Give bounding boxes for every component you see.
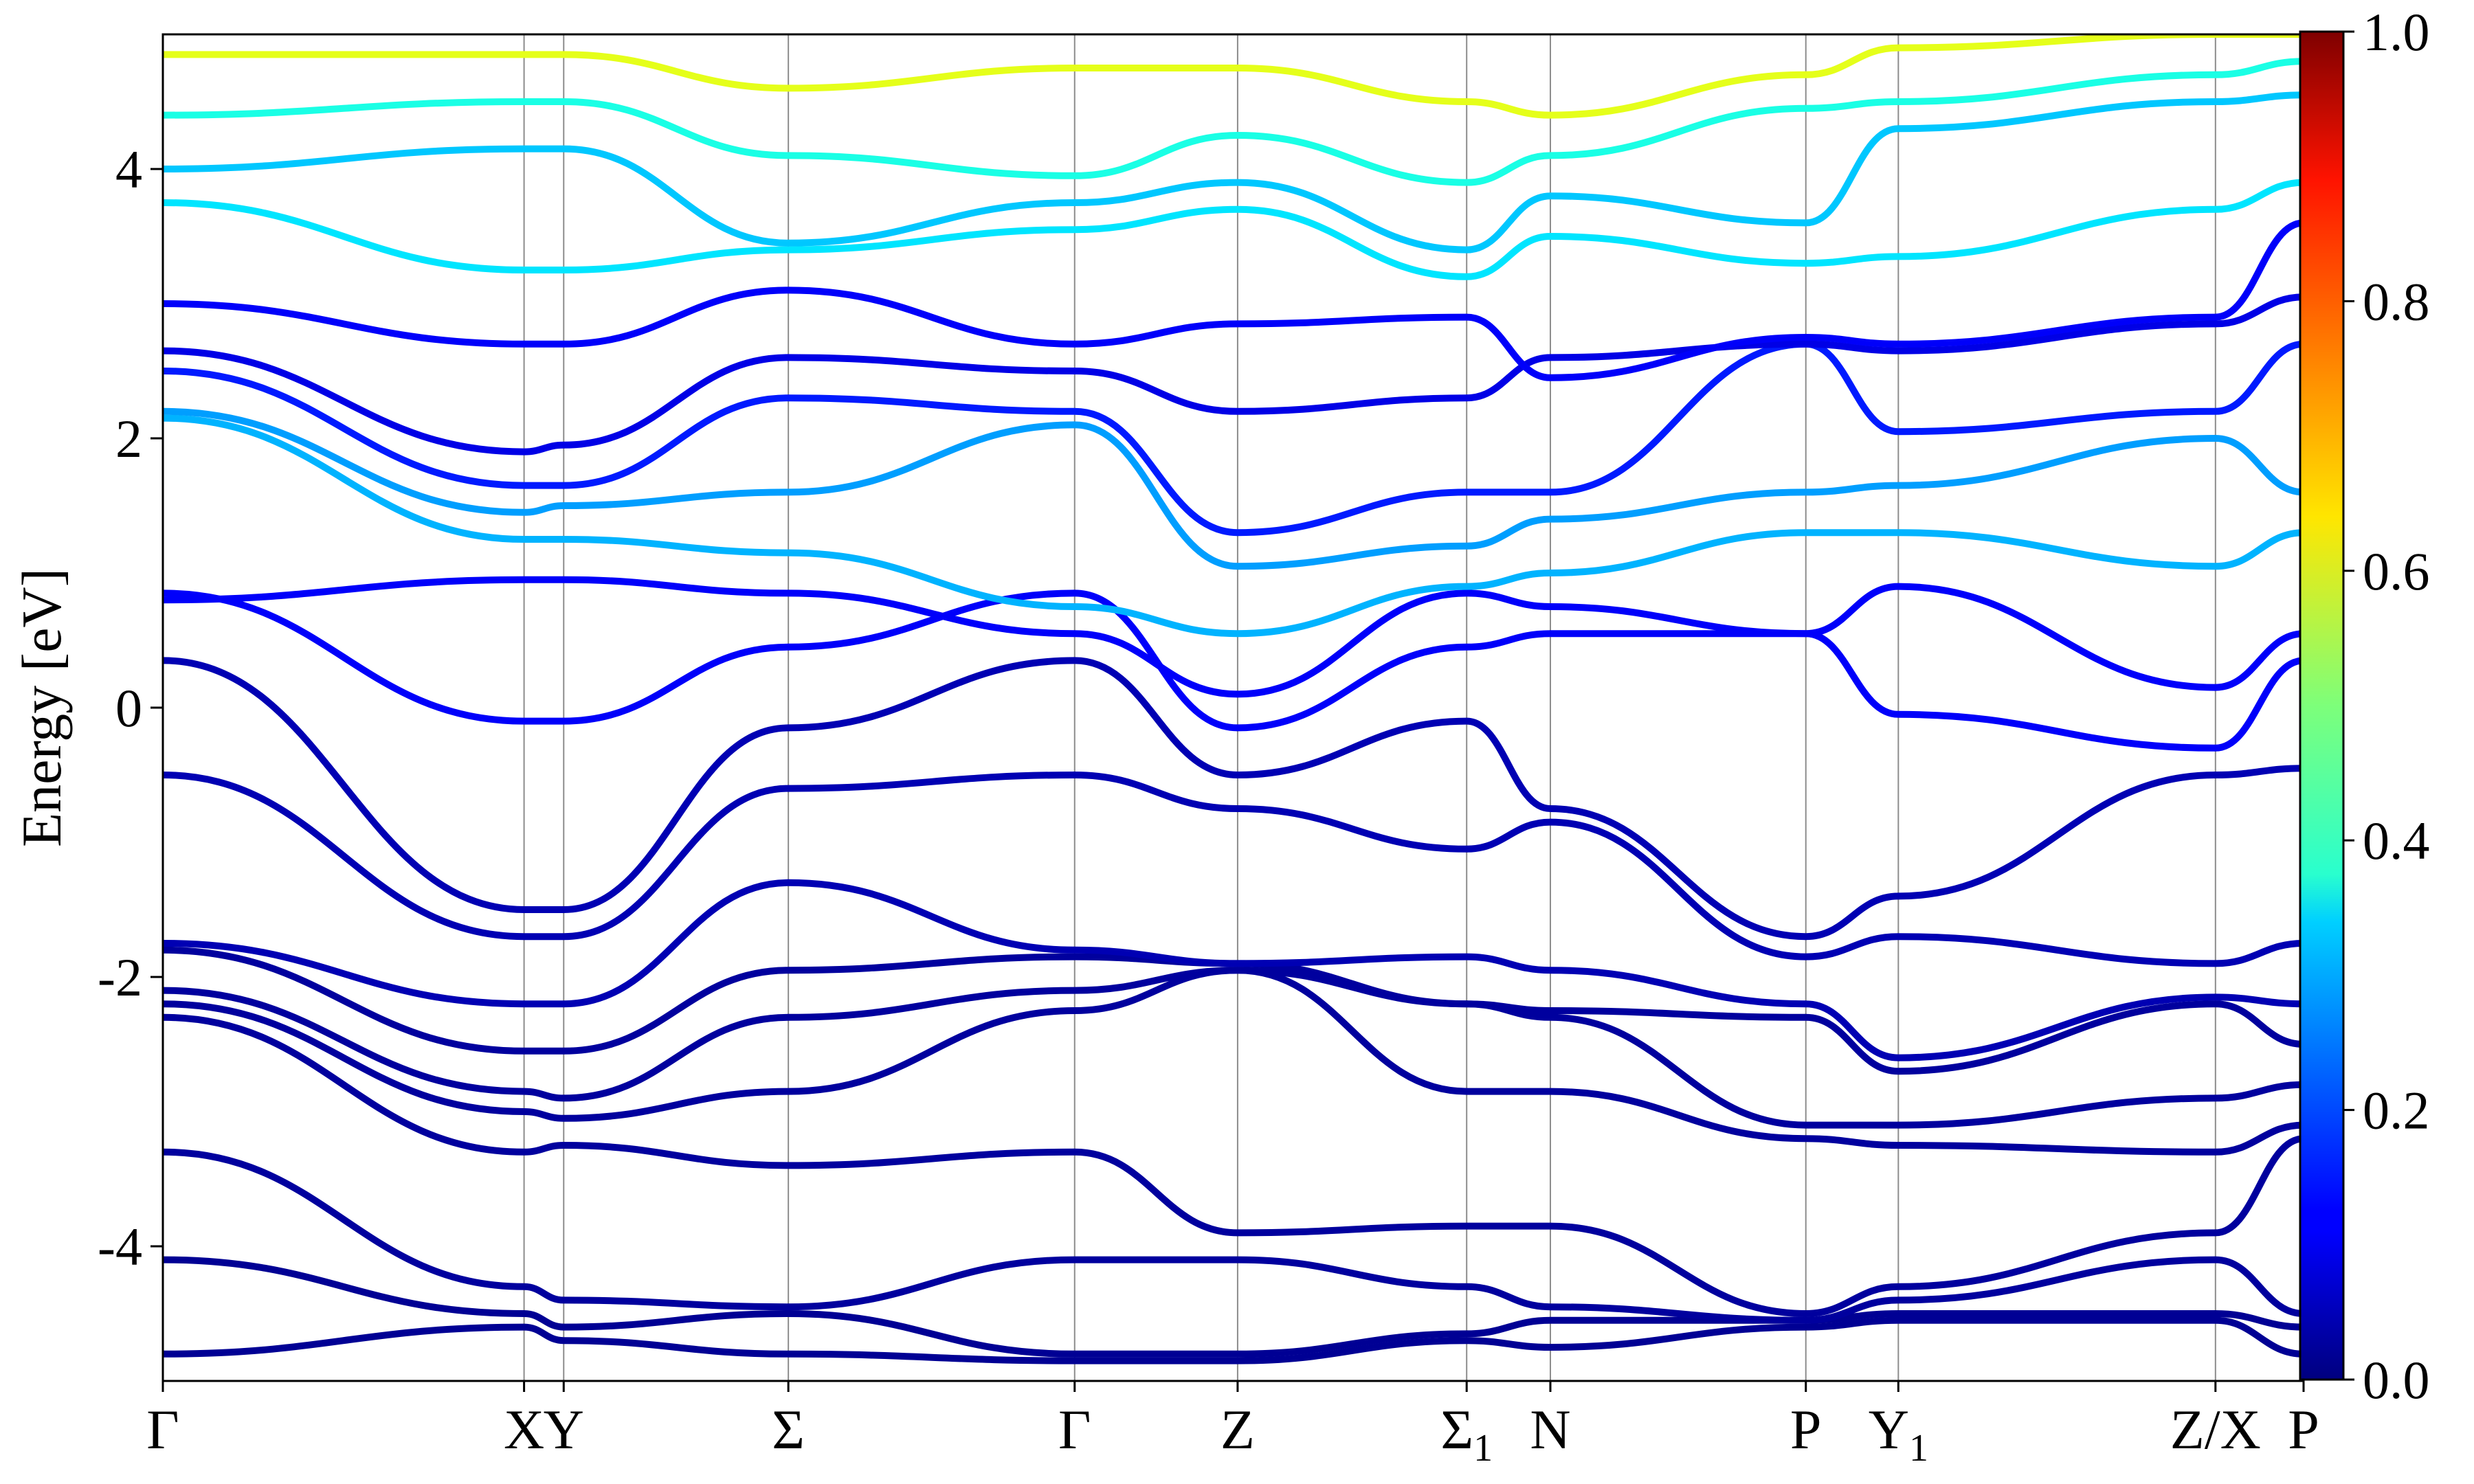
band-line	[163, 1316, 2304, 1364]
k-point-label: Σ1	[1440, 1398, 1493, 1470]
band-line	[163, 589, 2304, 752]
colorbar-tick-label: 0.4	[2363, 811, 2430, 870]
k-point-label: Z	[1221, 1398, 1255, 1461]
k-point-label: X	[504, 1398, 544, 1461]
k-point-label: P	[2288, 1398, 2319, 1461]
band-line	[163, 179, 2304, 280]
plot-frame	[161, 33, 2305, 1382]
band-line	[163, 58, 2304, 186]
colorbar-tick-label: 0.8	[2363, 271, 2430, 331]
band-line	[163, 879, 2304, 1061]
k-point-gridlines	[523, 34, 2216, 1381]
colorbar	[2299, 30, 2345, 1381]
k-point-label: Σ	[772, 1398, 805, 1461]
k-point-label: Γ	[146, 1398, 179, 1461]
band-line	[163, 771, 2304, 967]
y-tick-label: 4	[115, 139, 142, 199]
y-axis-ticks: -4 -2 0 2 4	[98, 139, 163, 1277]
band-line	[163, 293, 2304, 456]
band-line	[163, 219, 2304, 381]
band-lines	[163, 34, 2304, 1364]
k-point-label: Z/X	[2170, 1398, 2261, 1461]
band-line	[163, 576, 2304, 698]
band-line	[163, 657, 2304, 941]
colorbar-tick-label: 0.6	[2363, 541, 2430, 601]
band-line	[163, 407, 2304, 570]
band-line	[163, 946, 2304, 1075]
x-axis-ticks: Γ XY Σ Γ Z Σ1 N P Y1 Z/X P	[146, 1381, 2319, 1470]
band-line	[163, 967, 2304, 1156]
band-line	[163, 414, 2304, 638]
y-tick-label: -2	[98, 947, 142, 1007]
band-line	[163, 91, 2304, 254]
y-tick-label: 0	[115, 678, 142, 738]
k-point-label: P	[1790, 1398, 1822, 1461]
colorbar-tick-label: 0.0	[2363, 1350, 2430, 1410]
y-tick-label: 2	[115, 409, 142, 469]
k-point-label: Y	[544, 1398, 584, 1461]
k-point-label: N	[1530, 1398, 1570, 1461]
band-line	[163, 34, 2304, 119]
band-line	[163, 1256, 2304, 1358]
band-line	[163, 1013, 2304, 1318]
y-axis-label: Energy [eV]	[10, 568, 73, 847]
colorbar-tick-label: 1.0	[2363, 2, 2430, 62]
y-tick-label: -4	[98, 1217, 142, 1277]
band-line	[163, 340, 2304, 537]
colorbar-ticks: 0.0 0.2 0.4 0.6 0.8 1.0	[2343, 2, 2430, 1410]
colorbar-tick-label: 0.2	[2363, 1081, 2430, 1140]
k-point-label: Γ	[1058, 1398, 1091, 1461]
band-line	[163, 1148, 2304, 1324]
band-line	[163, 967, 2304, 1129]
k-point-label: Y1	[1869, 1398, 1928, 1470]
